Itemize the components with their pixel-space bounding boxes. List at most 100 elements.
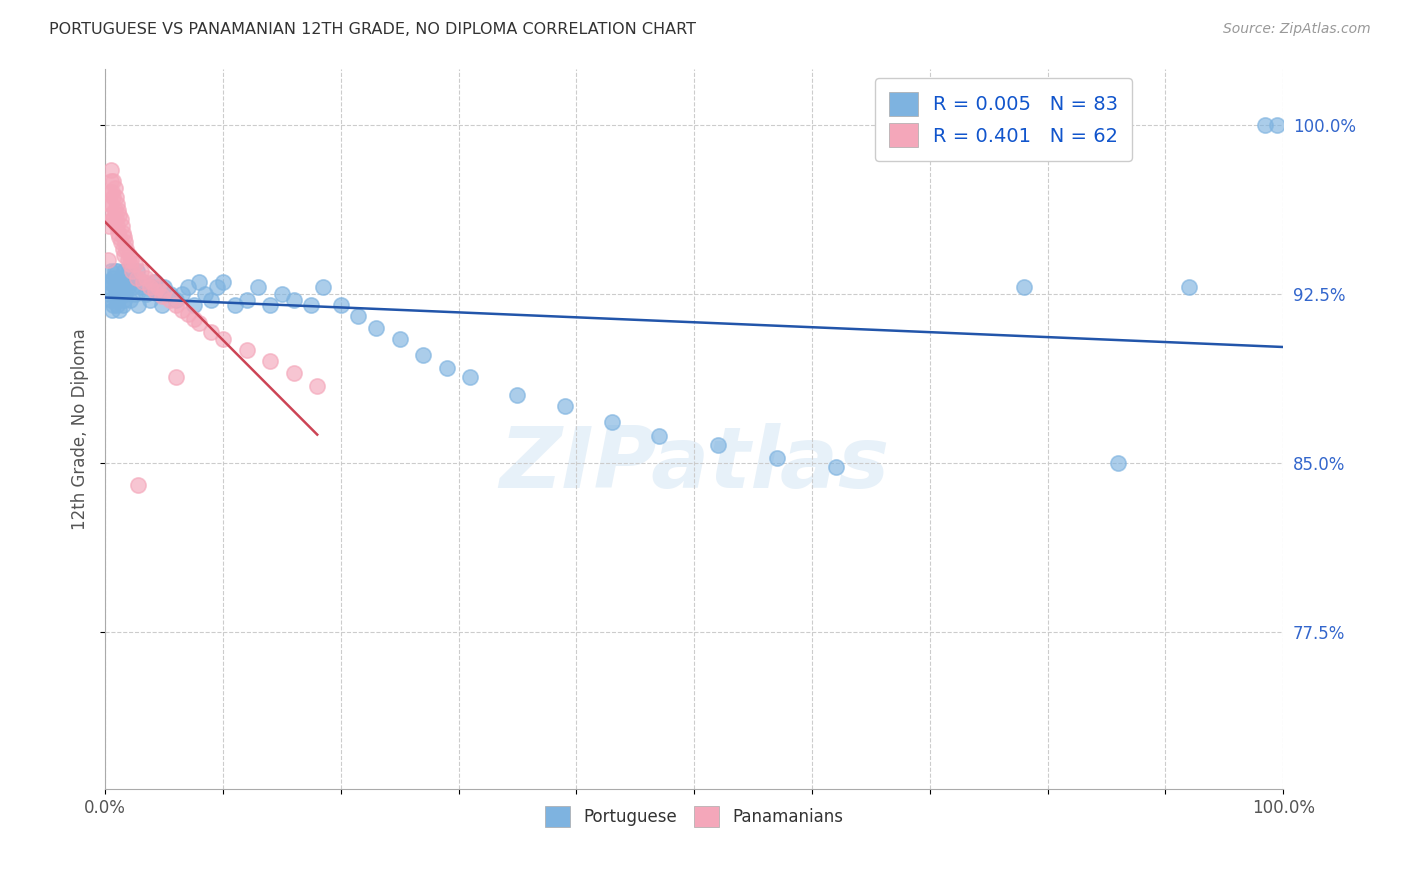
Point bbox=[107, 226, 129, 240]
Point bbox=[170, 302, 193, 317]
Y-axis label: 12th Grade, No Diploma: 12th Grade, No Diploma bbox=[72, 328, 89, 530]
Point bbox=[105, 264, 128, 278]
Point bbox=[104, 181, 127, 195]
Point bbox=[115, 276, 138, 290]
Point bbox=[1254, 118, 1277, 132]
Point bbox=[706, 437, 728, 451]
Point bbox=[101, 302, 124, 317]
Point bbox=[98, 280, 121, 294]
Point bbox=[129, 264, 152, 278]
Point bbox=[194, 286, 217, 301]
Point bbox=[150, 289, 173, 303]
Point bbox=[112, 293, 135, 308]
Point bbox=[125, 271, 148, 285]
Point bbox=[366, 320, 388, 334]
Point bbox=[107, 276, 129, 290]
Point bbox=[347, 310, 370, 324]
Point bbox=[188, 276, 211, 290]
Point bbox=[107, 203, 129, 218]
Point bbox=[135, 286, 157, 301]
Point bbox=[283, 293, 305, 308]
Point bbox=[117, 280, 139, 294]
Point bbox=[200, 293, 222, 308]
Point bbox=[120, 276, 142, 290]
Point bbox=[114, 235, 136, 249]
Point bbox=[110, 286, 132, 301]
Point bbox=[112, 248, 135, 262]
Point bbox=[103, 298, 125, 312]
Point bbox=[200, 325, 222, 339]
Point bbox=[101, 186, 124, 200]
Point bbox=[554, 400, 576, 414]
Point bbox=[259, 354, 281, 368]
Point bbox=[120, 252, 142, 267]
Point bbox=[100, 162, 122, 177]
Point bbox=[153, 280, 176, 294]
Point bbox=[165, 298, 187, 312]
Point bbox=[97, 286, 120, 301]
Point bbox=[412, 347, 434, 361]
Point bbox=[97, 196, 120, 211]
Point bbox=[98, 186, 121, 200]
Point bbox=[112, 264, 135, 278]
Point bbox=[104, 286, 127, 301]
Point bbox=[110, 271, 132, 285]
Point bbox=[111, 276, 134, 290]
Point bbox=[103, 271, 125, 285]
Point bbox=[98, 208, 121, 222]
Point bbox=[105, 280, 128, 294]
Point bbox=[100, 174, 122, 188]
Point bbox=[188, 316, 211, 330]
Point bbox=[108, 280, 131, 294]
Point bbox=[108, 208, 131, 222]
Point bbox=[139, 280, 162, 294]
Point bbox=[110, 235, 132, 249]
Point bbox=[150, 298, 173, 312]
Point bbox=[388, 332, 411, 346]
Point bbox=[176, 280, 198, 294]
Point bbox=[153, 285, 176, 299]
Point bbox=[129, 280, 152, 294]
Point bbox=[111, 280, 134, 294]
Point bbox=[212, 332, 235, 346]
Point bbox=[104, 264, 127, 278]
Point bbox=[127, 298, 149, 312]
Point bbox=[148, 280, 170, 294]
Point bbox=[506, 388, 529, 402]
Point bbox=[148, 286, 170, 301]
Point bbox=[121, 264, 143, 278]
Point bbox=[141, 276, 163, 290]
Point bbox=[118, 293, 141, 308]
Point bbox=[600, 415, 623, 429]
Point bbox=[460, 370, 482, 384]
Point bbox=[111, 219, 134, 234]
Point bbox=[436, 361, 458, 376]
Point bbox=[97, 252, 120, 267]
Point bbox=[1265, 118, 1288, 132]
Point bbox=[259, 298, 281, 312]
Point bbox=[118, 257, 141, 271]
Point bbox=[307, 379, 329, 393]
Point bbox=[247, 280, 270, 294]
Point bbox=[165, 370, 187, 384]
Point bbox=[139, 293, 162, 308]
Point bbox=[97, 219, 120, 234]
Point bbox=[205, 280, 228, 294]
Point bbox=[100, 293, 122, 308]
Point bbox=[127, 478, 149, 492]
Point bbox=[183, 298, 205, 312]
Point bbox=[111, 226, 134, 240]
Point bbox=[143, 285, 166, 299]
Point bbox=[108, 230, 131, 244]
Point bbox=[104, 203, 127, 218]
Point bbox=[235, 343, 257, 357]
Point bbox=[97, 276, 120, 290]
Point bbox=[1178, 280, 1201, 294]
Point bbox=[765, 451, 787, 466]
Point bbox=[165, 293, 187, 308]
Point bbox=[159, 286, 181, 301]
Point bbox=[1012, 280, 1035, 294]
Point bbox=[299, 298, 322, 312]
Point bbox=[176, 307, 198, 321]
Point bbox=[270, 286, 292, 301]
